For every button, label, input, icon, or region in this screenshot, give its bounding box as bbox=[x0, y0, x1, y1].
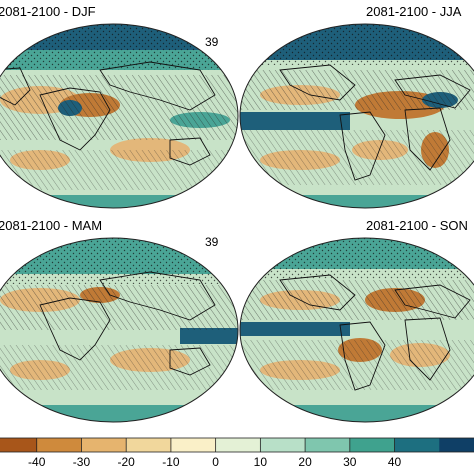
colorbar-tick-label: -20 bbox=[118, 455, 136, 469]
model-count-mam: 39 bbox=[205, 235, 219, 249]
colorbar-segment bbox=[394, 438, 440, 452]
colorbar-segment bbox=[305, 438, 351, 452]
map-panel-mam bbox=[0, 238, 238, 422]
colorbar-tick-label: 20 bbox=[298, 455, 312, 469]
colorbar-tick-label: -10 bbox=[162, 455, 180, 469]
colorbar-tick-label: -30 bbox=[73, 455, 91, 469]
colorbar-border bbox=[0, 437, 474, 453]
colorbar-segment bbox=[260, 438, 306, 452]
panel-title-mam: 2081-2100 - MAM bbox=[0, 218, 102, 233]
colorbar-tick-label: 0 bbox=[212, 455, 219, 469]
colorbar-tick-label: -40 bbox=[28, 455, 46, 469]
colorbar-segment bbox=[170, 438, 217, 452]
map-panel-jja bbox=[240, 24, 474, 208]
model-count-djf: 39 bbox=[205, 35, 219, 49]
colorbar-tick-label: 30 bbox=[343, 455, 357, 469]
colorbar-tick-label: 40 bbox=[388, 455, 402, 469]
panel-title-jja: 2081-2100 - JJA bbox=[366, 4, 462, 19]
panel-title-son: 2081-2100 - SON bbox=[366, 218, 468, 233]
colorbar-segment bbox=[0, 438, 38, 452]
colorbar-segment bbox=[439, 438, 474, 452]
colorbar-segment bbox=[126, 438, 172, 452]
colorbar: -40 -30 -20 -10 0 10 20 30 40 bbox=[0, 437, 474, 469]
map-panel-djf bbox=[0, 24, 238, 208]
colorbar-tick-label: 10 bbox=[254, 455, 268, 469]
colorbar-segment bbox=[36, 438, 82, 452]
colorbar-segment bbox=[81, 438, 127, 452]
colorbar-segment bbox=[215, 438, 261, 452]
colorbar-segment bbox=[349, 438, 396, 452]
panel-title-djf: 2081-2100 - DJF bbox=[0, 4, 96, 19]
